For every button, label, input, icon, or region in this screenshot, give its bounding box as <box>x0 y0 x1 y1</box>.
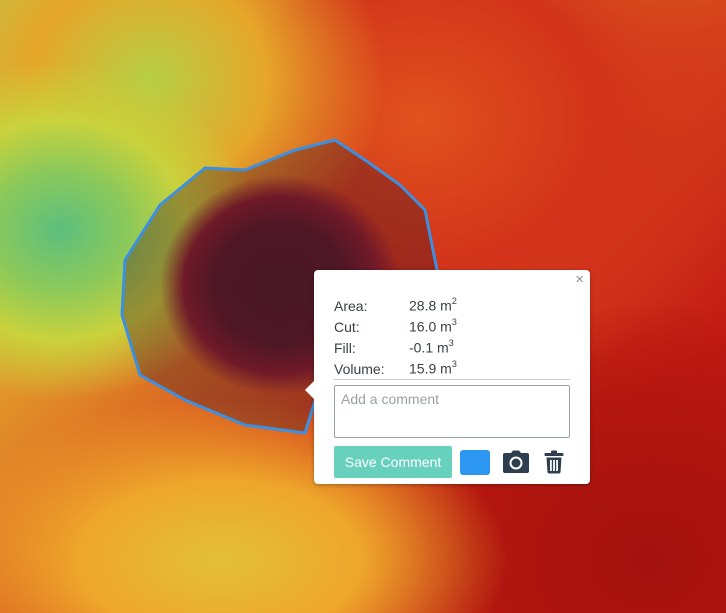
color-picker-button[interactable] <box>460 449 490 475</box>
stat-row-fill: Fill: -0.1 m3 <box>334 337 570 358</box>
volume-label: Volume: <box>334 360 385 377</box>
area-value: 28.8 m2 <box>409 296 457 314</box>
measurement-popup: × Area: 28.8 m2 Cut: 16.0 m3 Fill: -0.1 … <box>305 270 590 484</box>
cut-value: 16.0 m3 <box>409 317 457 335</box>
volume-value: 15.9 m3 <box>409 359 457 377</box>
camera-icon[interactable] <box>502 450 530 474</box>
popup-pointer <box>305 381 314 399</box>
trash-icon[interactable] <box>544 450 564 474</box>
comment-input[interactable] <box>334 385 570 438</box>
fill-value: -0.1 m3 <box>409 338 454 356</box>
stat-row-volume: Volume: 15.9 m3 <box>334 358 570 379</box>
popup-divider <box>334 379 570 380</box>
measurement-stats: Area: 28.8 m2 Cut: 16.0 m3 Fill: -0.1 m3… <box>334 295 570 379</box>
popup-actions: Save Comment <box>334 446 564 478</box>
area-label: Area: <box>334 297 368 314</box>
stat-row-area: Area: 28.8 m2 <box>334 295 570 316</box>
stat-row-cut: Cut: 16.0 m3 <box>334 316 570 337</box>
fill-label: Fill: <box>334 339 356 356</box>
cut-label: Cut: <box>334 318 360 335</box>
close-button[interactable]: × <box>575 271 584 288</box>
save-comment-button[interactable]: Save Comment <box>334 446 452 478</box>
